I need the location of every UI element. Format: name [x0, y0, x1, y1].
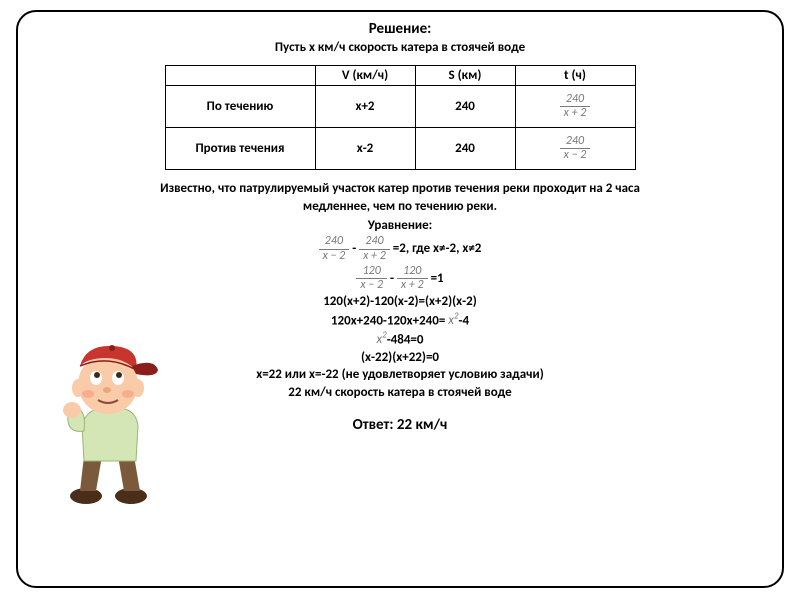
fraction-num: 120 — [397, 265, 428, 278]
table-header-row: V (км/ч) S (км) t (ч) — [165, 66, 635, 86]
fraction: 240 x − 2 — [560, 135, 591, 162]
table-header-t: t (ч) — [515, 66, 635, 86]
fraction-num: 240 — [560, 135, 591, 148]
fraction-den: x − 2 — [560, 148, 591, 162]
row-v-downstream: х+2 — [315, 86, 415, 128]
solution-title: Решение: — [40, 20, 760, 38]
fraction: 120 x − 2 — [356, 265, 387, 292]
minus-sign: - — [352, 241, 359, 256]
equation-line-4: 120х+240-120х+240= x2-4 — [40, 312, 760, 329]
x-squared: x2 — [448, 313, 458, 328]
equation-label: Уравнение: — [40, 218, 760, 233]
row-label-downstream: По течению — [165, 86, 315, 128]
eq5-post: -484=0 — [387, 332, 424, 347]
fraction-num: 240 — [359, 235, 390, 248]
fraction: 120 x + 2 — [397, 265, 428, 292]
let-statement: Пусть х км/ч скорость катера в стоячей в… — [40, 40, 760, 55]
fraction-den: x − 2 — [319, 249, 350, 263]
row-label-upstream: Против течения — [165, 128, 315, 170]
fraction-den: x + 2 — [397, 278, 428, 292]
answer-value: 22 км/ч — [397, 416, 448, 434]
equation-rhs: =1 — [431, 271, 444, 286]
known-text-line2: медленнее, чем по течению реки. — [40, 198, 760, 216]
minus-sign: - — [390, 271, 397, 286]
equation-line-3: 120(х+2)-120(х-2)=(х+2)(х-2) — [40, 294, 760, 310]
x-squared: x2 — [376, 332, 386, 347]
eq4-pre: 120х+240-120х+240= — [331, 313, 448, 328]
table-header-v: V (км/ч) — [315, 66, 415, 86]
fraction: 240 x + 2 — [359, 235, 390, 262]
known-text-line1: Известно, что патрулируемый участок кате… — [40, 180, 760, 198]
fraction: 240 x + 2 — [560, 93, 591, 120]
equation-rhs: =2, где х≠-2, х≠2 — [393, 241, 482, 256]
row-s-upstream: 240 — [415, 128, 515, 170]
row-t-upstream: 240 x − 2 — [515, 128, 635, 170]
fraction-num: 240 — [319, 235, 350, 248]
table-row: Против течения х-2 240 240 x − 2 — [165, 128, 635, 170]
eq4-post: -4 — [458, 313, 469, 328]
fraction: 240 x − 2 — [319, 235, 350, 262]
fraction-num: 120 — [356, 265, 387, 278]
table-header-s: S (км) — [415, 66, 515, 86]
row-t-downstream: 240 x + 2 — [515, 86, 635, 128]
table-header-empty — [165, 66, 315, 86]
equation-line-1: 240 x − 2 - 240 x + 2 =2, где х≠-2, х≠2 — [40, 235, 760, 262]
table-row: По течению х+2 240 240 x + 2 — [165, 86, 635, 128]
row-v-upstream: х-2 — [315, 128, 415, 170]
fraction-den: x − 2 — [356, 278, 387, 292]
answer-label: Ответ: — [353, 416, 397, 434]
fraction-den: x + 2 — [359, 249, 390, 263]
cartoon-child-icon — [36, 336, 186, 506]
vst-table: V (км/ч) S (км) t (ч) По течению х+2 240… — [165, 65, 636, 170]
equation-line-2: 120 x − 2 - 120 x + 2 =1 — [40, 265, 760, 292]
fraction-den: x + 2 — [560, 106, 591, 120]
row-s-downstream: 240 — [415, 86, 515, 128]
fraction-num: 240 — [560, 93, 591, 106]
